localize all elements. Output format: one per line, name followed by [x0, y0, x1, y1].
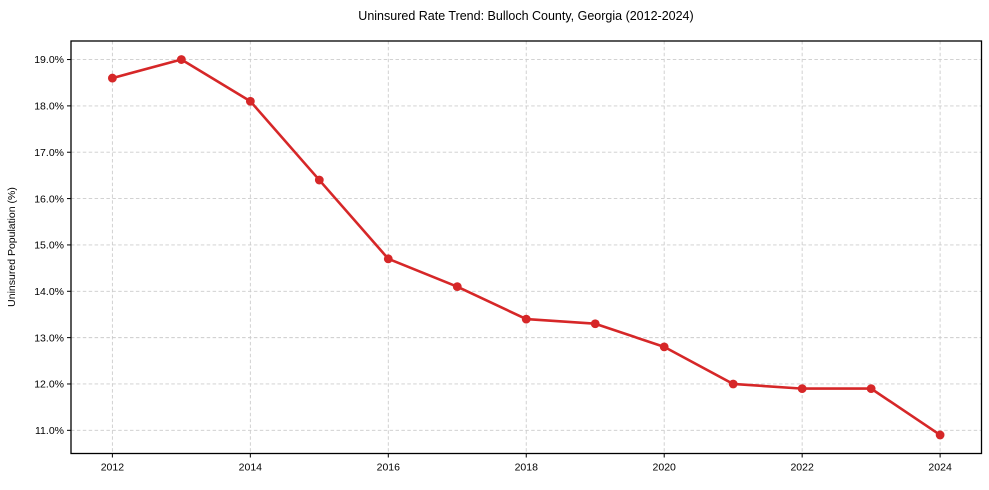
data-point-2020 [659, 342, 669, 352]
x-tick-label: 2016 [377, 462, 401, 474]
data-point-2021 [728, 379, 738, 389]
axis-layer: 11.0% 12.0% 13.0% 14.0% 15.0% 16.0% 17.0% 18.0%… [34, 54, 952, 473]
data-point-2015 [314, 175, 324, 185]
y-tick-label: 19.0% [34, 54, 64, 66]
grid-layer [71, 41, 982, 454]
x-tick-label: 2014 [239, 462, 263, 474]
y-tick-label: 16.0% [34, 193, 64, 205]
x-tick-label: 2012 [101, 462, 125, 474]
data-point-2019 [590, 319, 600, 329]
x-tick-label: 2024 [928, 462, 952, 474]
y-tick-label: 13.0% [34, 332, 64, 344]
x-tick-label: 2020 [653, 462, 677, 474]
data-point-2023 [866, 384, 876, 394]
y-tick-label: 12.0% [34, 379, 64, 391]
trend-series-layer [107, 55, 945, 440]
data-point-2024 [935, 430, 945, 440]
data-point-2022 [797, 384, 807, 394]
chart-title: Uninsured Rate Trend: Bulloch County, Ge… [358, 9, 693, 23]
y-tick-label: 17.0% [34, 147, 64, 159]
data-point-2018 [521, 314, 531, 324]
data-point-2014 [245, 96, 255, 106]
y-tick-label: 15.0% [34, 240, 64, 252]
data-point-2012 [107, 73, 117, 83]
y-axis-title: Uninsured Population (%) [6, 187, 18, 307]
y-tick-label: 11.0% [35, 425, 64, 437]
data-point-2016 [383, 254, 393, 264]
x-tick-label: 2018 [515, 462, 539, 474]
x-tick-label: 2022 [790, 462, 814, 474]
data-point-2013 [176, 55, 186, 64]
y-tick-label: 18.0% [34, 101, 64, 113]
y-tick-label: 14.0% [34, 286, 64, 298]
data-point-2017 [452, 282, 462, 292]
